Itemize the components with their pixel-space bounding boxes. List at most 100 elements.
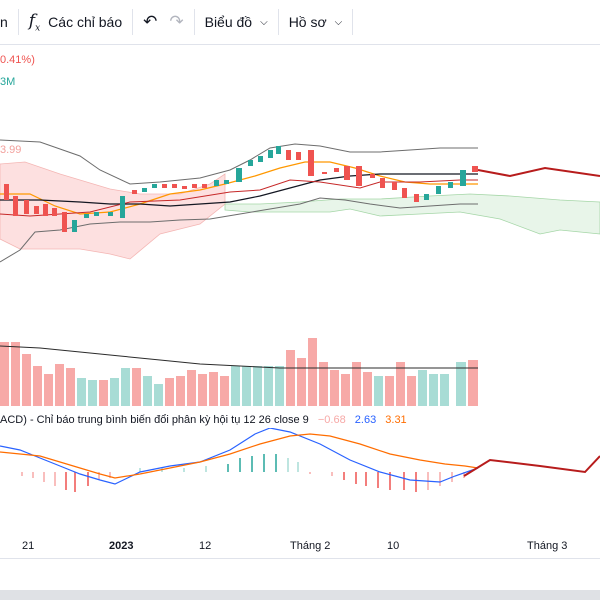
candle — [202, 184, 207, 188]
candle — [94, 212, 99, 216]
candle — [414, 194, 419, 202]
price-line-label: 3.99 — [0, 144, 22, 156]
candle — [34, 206, 39, 214]
redo-icon: ↷ — [169, 12, 184, 31]
volume-bar — [319, 362, 328, 406]
toolbar-divider — [277, 9, 279, 35]
volume-bar — [374, 376, 383, 406]
macd-line — [0, 428, 479, 485]
candle — [356, 166, 362, 186]
toolbar-divider — [352, 9, 354, 35]
candle — [460, 170, 466, 186]
symbol-label: n — [0, 14, 8, 30]
candle — [43, 204, 48, 216]
candle — [236, 168, 242, 182]
volume-bar — [407, 376, 416, 406]
volume-bar — [363, 372, 372, 406]
volume-bar — [22, 354, 31, 406]
candle — [286, 150, 291, 160]
price-chart[interactable] — [0, 44, 600, 334]
candle — [214, 180, 219, 186]
volume-bar — [275, 366, 284, 406]
x-axis-label: Tháng 3 — [527, 540, 568, 552]
x-axis-line — [0, 558, 600, 559]
candle — [322, 172, 327, 174]
volume-bar — [121, 368, 130, 406]
candle — [436, 186, 441, 194]
candle — [4, 184, 9, 200]
volume-bar — [99, 380, 108, 406]
volume-bar — [264, 366, 273, 406]
candle — [344, 166, 350, 180]
macd-chart[interactable] — [0, 428, 600, 532]
volume-label: 3M — [0, 76, 16, 88]
volume-bar — [187, 370, 196, 406]
volume-bar — [468, 360, 478, 406]
symbol-button[interactable]: n — [0, 0, 18, 44]
macd-histogram — [21, 454, 465, 492]
macd-hist-value: −0.68 — [317, 414, 346, 426]
macd-title: ACD) - Chỉ báo trung bình biến đổi phân … — [0, 414, 309, 426]
x-axis-label: 10 — [387, 540, 400, 552]
candle — [142, 188, 147, 192]
volume-bar — [220, 376, 229, 406]
volume-bar — [440, 374, 449, 406]
undo-icon: ↶ — [143, 12, 158, 31]
volume-bar — [297, 358, 306, 406]
x-axis-label: 12 — [199, 540, 212, 552]
volume-bar — [154, 384, 163, 406]
volume-bar — [341, 374, 350, 406]
volume-bar — [66, 368, 75, 406]
volume-bar — [165, 378, 174, 406]
indicators-button[interactable]: fx Các chỉ báo — [19, 0, 132, 44]
volume-bar — [429, 374, 438, 406]
volume-chart[interactable] — [0, 328, 600, 408]
candle — [248, 160, 253, 166]
candle — [62, 212, 67, 232]
volume-bar — [44, 374, 53, 406]
volume-bar — [286, 350, 295, 406]
toolbar-divider — [193, 9, 195, 35]
chevron-down-icon: ⌵ — [334, 16, 343, 28]
candle — [308, 150, 314, 176]
candle — [224, 180, 229, 184]
candle — [120, 196, 125, 218]
volume-bar — [176, 376, 185, 406]
chevron-down-icon: ⌵ — [260, 16, 268, 28]
volume-bar — [456, 362, 466, 406]
candle — [258, 156, 263, 162]
candles — [4, 146, 478, 232]
price-change-label: 0.41%) — [0, 54, 35, 66]
x-axis-label: 21 — [22, 540, 35, 552]
macd-signal-line — [0, 433, 479, 479]
profile-button[interactable]: Hồ sơ ⌵ — [279, 0, 353, 44]
volume-bar — [352, 362, 361, 406]
macd-forecast-line — [463, 455, 600, 477]
candle — [72, 220, 77, 232]
candle — [296, 152, 301, 160]
horizontal-scrollbar[interactable] — [0, 590, 600, 600]
forecast-line — [477, 166, 600, 178]
volume-bar — [11, 342, 20, 406]
candle — [84, 214, 89, 218]
undo-button[interactable]: ↶ — [133, 0, 163, 44]
volume-bar — [33, 366, 42, 406]
redo-button[interactable]: ↷ — [163, 0, 193, 44]
candle — [472, 166, 478, 172]
volume-bar — [209, 372, 218, 406]
volume-bar — [418, 370, 427, 406]
candle — [108, 212, 113, 216]
volume-bars — [0, 338, 478, 406]
macd-signal-value: 3.31 — [385, 414, 407, 426]
volume-bar — [385, 376, 394, 406]
candle — [370, 174, 375, 178]
candle — [52, 208, 57, 216]
profile-label: Hồ sơ — [288, 14, 327, 30]
volume-bar — [231, 366, 240, 406]
chart-type-button[interactable]: Biểu đồ ⌵ — [195, 0, 278, 44]
volume-bar — [396, 362, 405, 406]
candle — [13, 196, 18, 216]
chart-type-label: Biểu đồ — [204, 14, 253, 30]
volume-bar — [110, 378, 119, 406]
volume-bar — [55, 364, 64, 406]
